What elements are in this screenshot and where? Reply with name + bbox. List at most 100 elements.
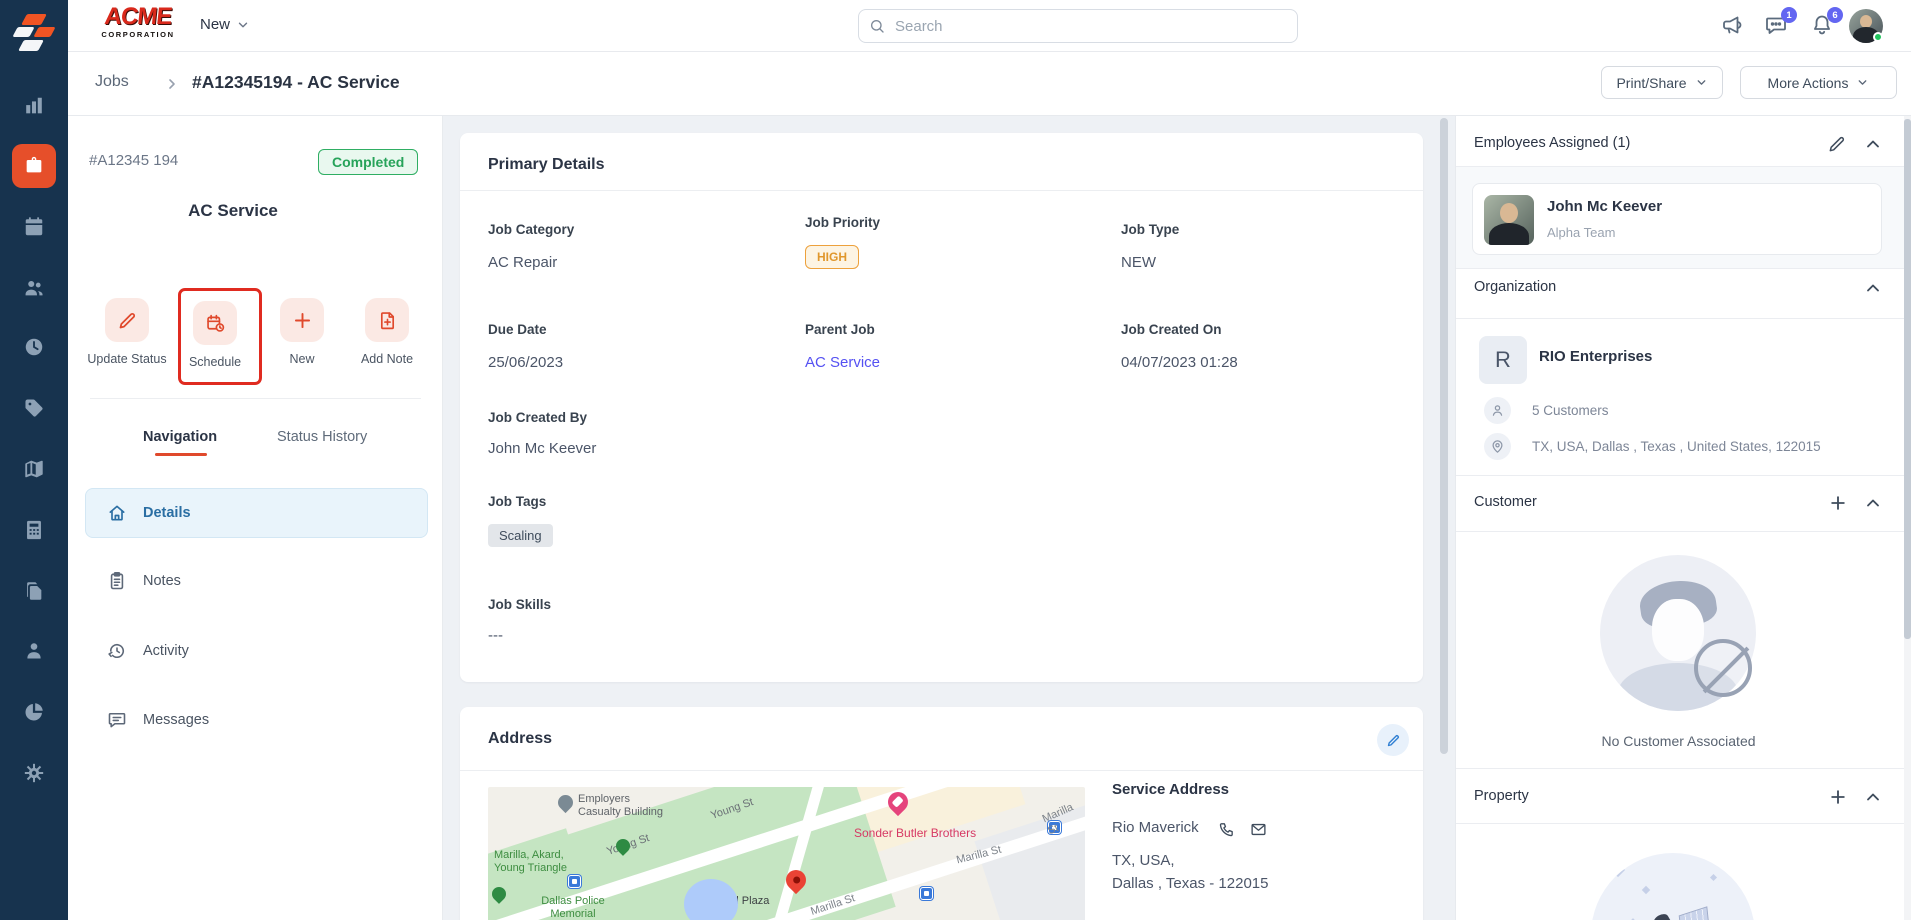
collapse-organization-chevron-up-icon[interactable] [1863, 278, 1883, 298]
new-job-button[interactable]: New [258, 298, 346, 367]
chat-lines-icon [108, 712, 126, 728]
new-dropdown-label: New [200, 16, 231, 33]
primary-details-title: Primary Details [488, 156, 605, 173]
email-icon[interactable] [1250, 821, 1267, 838]
field-value: 04/07/2023 01:28 [1121, 354, 1238, 371]
field-label: Job Category [488, 222, 575, 237]
collapse-customer-chevron-up-icon[interactable] [1863, 493, 1883, 513]
job-tag-chip: Scaling [488, 524, 553, 547]
timesheets-clock-icon[interactable] [23, 336, 45, 358]
organization-name[interactable]: RIO Enterprises [1539, 348, 1653, 365]
zuper-logo[interactable] [10, 8, 58, 54]
page-scrollbar[interactable] [1904, 116, 1911, 920]
no-customer-illustration [1600, 555, 1756, 711]
print-share-button[interactable]: Print/Share [1601, 66, 1723, 99]
map-preview[interactable]: Employers Casualty Building Young St You… [488, 787, 1085, 920]
map-label-business: Sonder Butler Brothers [854, 826, 977, 840]
location-pin-icon [1484, 433, 1511, 460]
settings-gear-icon[interactable] [23, 762, 45, 784]
employees-assigned-header: Employees Assigned (1) [1474, 135, 1631, 151]
chevron-down-icon [238, 22, 248, 27]
breadcrumb-jobs-link[interactable]: Jobs [95, 73, 129, 90]
schedule-button[interactable]: Schedule [171, 301, 259, 370]
phone-icon[interactable] [1218, 821, 1235, 838]
clipboard-icon [110, 572, 124, 590]
nav-item-activity[interactable]: Activity [85, 626, 428, 676]
job-title: AC Service [188, 201, 278, 220]
breadcrumb-bar: Jobs #A12345194 - AC Service Print/Share… [68, 52, 1911, 116]
dispatch-calendar-icon[interactable] [23, 216, 45, 238]
app-sidebar [0, 0, 68, 920]
acme-logo[interactable]: ACME CORPORATION [95, 3, 181, 39]
chevron-down-icon [1697, 80, 1705, 85]
organization-location: TX, USA, Dallas , Texas , United States,… [1532, 439, 1821, 454]
schedule-highlight-box [178, 288, 262, 385]
search-input[interactable] [858, 9, 1298, 43]
employee-card[interactable]: John Mc Keever Alpha Team [1472, 183, 1882, 255]
no-symbol-icon [1694, 639, 1752, 697]
note-add-icon [380, 311, 394, 329]
tab-navigation[interactable]: Navigation [143, 429, 218, 445]
pencil-icon [1387, 734, 1399, 746]
teams-icon[interactable] [23, 277, 45, 299]
collapse-employees-chevron-up-icon[interactable] [1863, 134, 1883, 154]
edit-employees-pencil-icon[interactable] [1827, 134, 1847, 154]
user-avatar[interactable] [1849, 9, 1883, 43]
satellite-dish-graphic [1651, 911, 1671, 920]
reports-pie-icon[interactable] [23, 701, 45, 723]
solar-panel-graphic [1678, 906, 1710, 920]
calendar-clock-icon [206, 314, 224, 332]
more-actions-button[interactable]: More Actions [1740, 66, 1897, 99]
edit-address-button[interactable] [1377, 724, 1409, 756]
nav-item-messages[interactable]: Messages [85, 695, 428, 745]
jobs-briefcase-icon [23, 155, 45, 177]
customers-count-icon [1484, 397, 1511, 424]
service-map-icon[interactable] [23, 458, 45, 480]
update-status-button[interactable]: Update Status [83, 298, 171, 367]
job-summary-panel: #A12345 194 Completed AC Service Update … [68, 116, 443, 920]
service-address-contact: Rio Maverick [1112, 819, 1199, 836]
primary-details-card: Primary Details Job Category AC Repair J… [460, 133, 1423, 682]
online-status-dot [1873, 32, 1883, 42]
employee-team: Alpha Team [1547, 225, 1616, 240]
documents-icon[interactable] [23, 580, 45, 602]
parent-job-link[interactable]: AC Service [805, 354, 881, 371]
map-label-memorial: Dallas Police Memorial [541, 895, 605, 920]
tags-icon[interactable] [23, 397, 45, 419]
field-label: Due Date [488, 322, 547, 337]
field-value: NEW [1121, 254, 1156, 271]
nav-item-details[interactable]: Details [85, 488, 428, 538]
plus-icon [294, 312, 310, 328]
messages-chat-icon[interactable]: 1 [1764, 7, 1797, 39]
map-transit-icon [920, 887, 933, 900]
acme-logo-text: ACME [103, 3, 173, 30]
announcements-megaphone-icon[interactable] [1720, 13, 1746, 39]
analytics-icon[interactable] [23, 95, 45, 117]
customers-icon[interactable] [23, 640, 45, 662]
map-transit-icon [1048, 821, 1061, 834]
active-tab-underline [155, 453, 207, 456]
no-customer-text: No Customer Associated [1601, 733, 1756, 749]
nav-item-notes[interactable]: Notes [85, 556, 428, 606]
employee-avatar [1484, 195, 1534, 245]
right-detail-panel: Employees Assigned (1) John Mc Keever Al… [1455, 116, 1904, 920]
chevron-down-icon [1859, 80, 1867, 85]
new-dropdown[interactable]: New [200, 16, 250, 33]
add-note-button[interactable]: Add Note [343, 298, 431, 367]
add-property-plus-icon[interactable] [1828, 787, 1848, 807]
map-label-building: Employers Casualty Building [578, 793, 663, 818]
main-content: #A12345 194 Completed AC Service Update … [68, 116, 1911, 920]
field-label: Job Priority [805, 215, 881, 230]
sidebar-item-jobs[interactable] [12, 144, 56, 188]
organization-header: Organization [1474, 279, 1557, 295]
collapse-property-chevron-up-icon[interactable] [1863, 787, 1883, 807]
field-label: Parent Job [805, 322, 875, 337]
field-label: Job Created On [1121, 322, 1222, 337]
content-scrollbar[interactable] [1440, 118, 1448, 754]
page-scrollbar-thumb[interactable] [1904, 119, 1911, 639]
invoices-calculator-icon[interactable] [23, 519, 45, 541]
add-customer-plus-icon[interactable] [1828, 493, 1848, 513]
notifications-bell-icon[interactable]: 6 [1810, 7, 1843, 39]
tab-status-history[interactable]: Status History [277, 429, 368, 445]
job-number: #A12345 194 [89, 152, 179, 169]
